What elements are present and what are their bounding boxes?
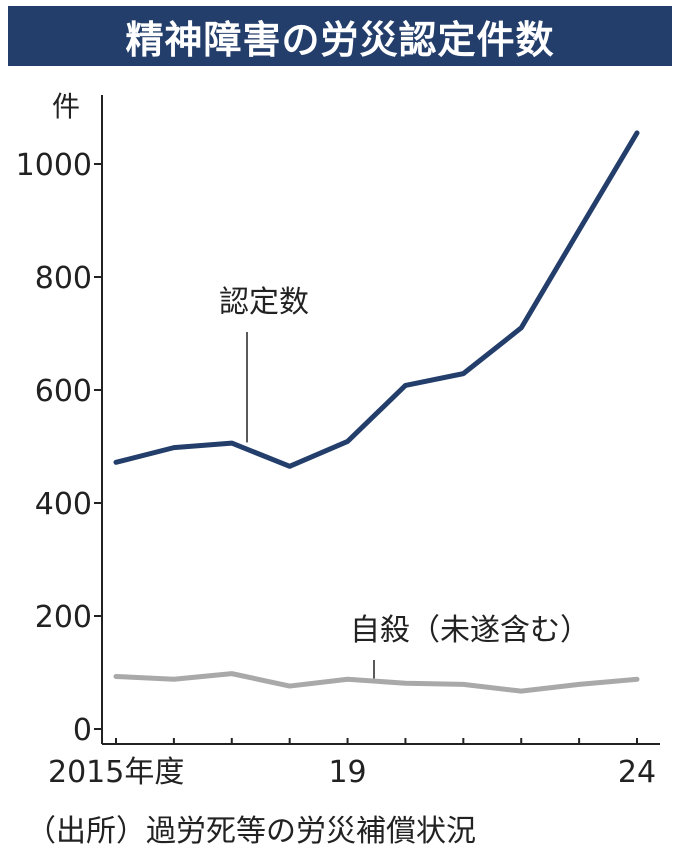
y-tick-label: 200	[35, 600, 92, 635]
x-axis-ticks: 2015年度 19 24	[48, 738, 656, 790]
y-tick-label: 600	[35, 374, 92, 409]
y-axis-ticks: 0 200 400 600 800 1000	[16, 148, 102, 748]
series-label: 認定数	[219, 285, 309, 320]
chart-title: 精神障害の労災認定件数	[8, 6, 672, 66]
series-line-2	[113, 671, 640, 694]
y-tick-label: 400	[35, 487, 92, 522]
y-tick-label: 1000	[16, 148, 92, 183]
y-tick-label: 0	[73, 713, 92, 748]
series-lines	[113, 130, 640, 694]
x-tick-label: 24	[618, 755, 656, 790]
y-axis-unit: 件	[52, 90, 80, 123]
x-tick-label: 2015年度	[48, 755, 184, 790]
y-tick-label: 800	[35, 261, 92, 296]
series-label: 自殺（未遂含む）	[350, 613, 590, 648]
series-line-1	[113, 130, 640, 469]
source-note: （出所）過労死等の労災補償状況	[26, 814, 476, 849]
x-tick-label: 19	[328, 755, 366, 790]
